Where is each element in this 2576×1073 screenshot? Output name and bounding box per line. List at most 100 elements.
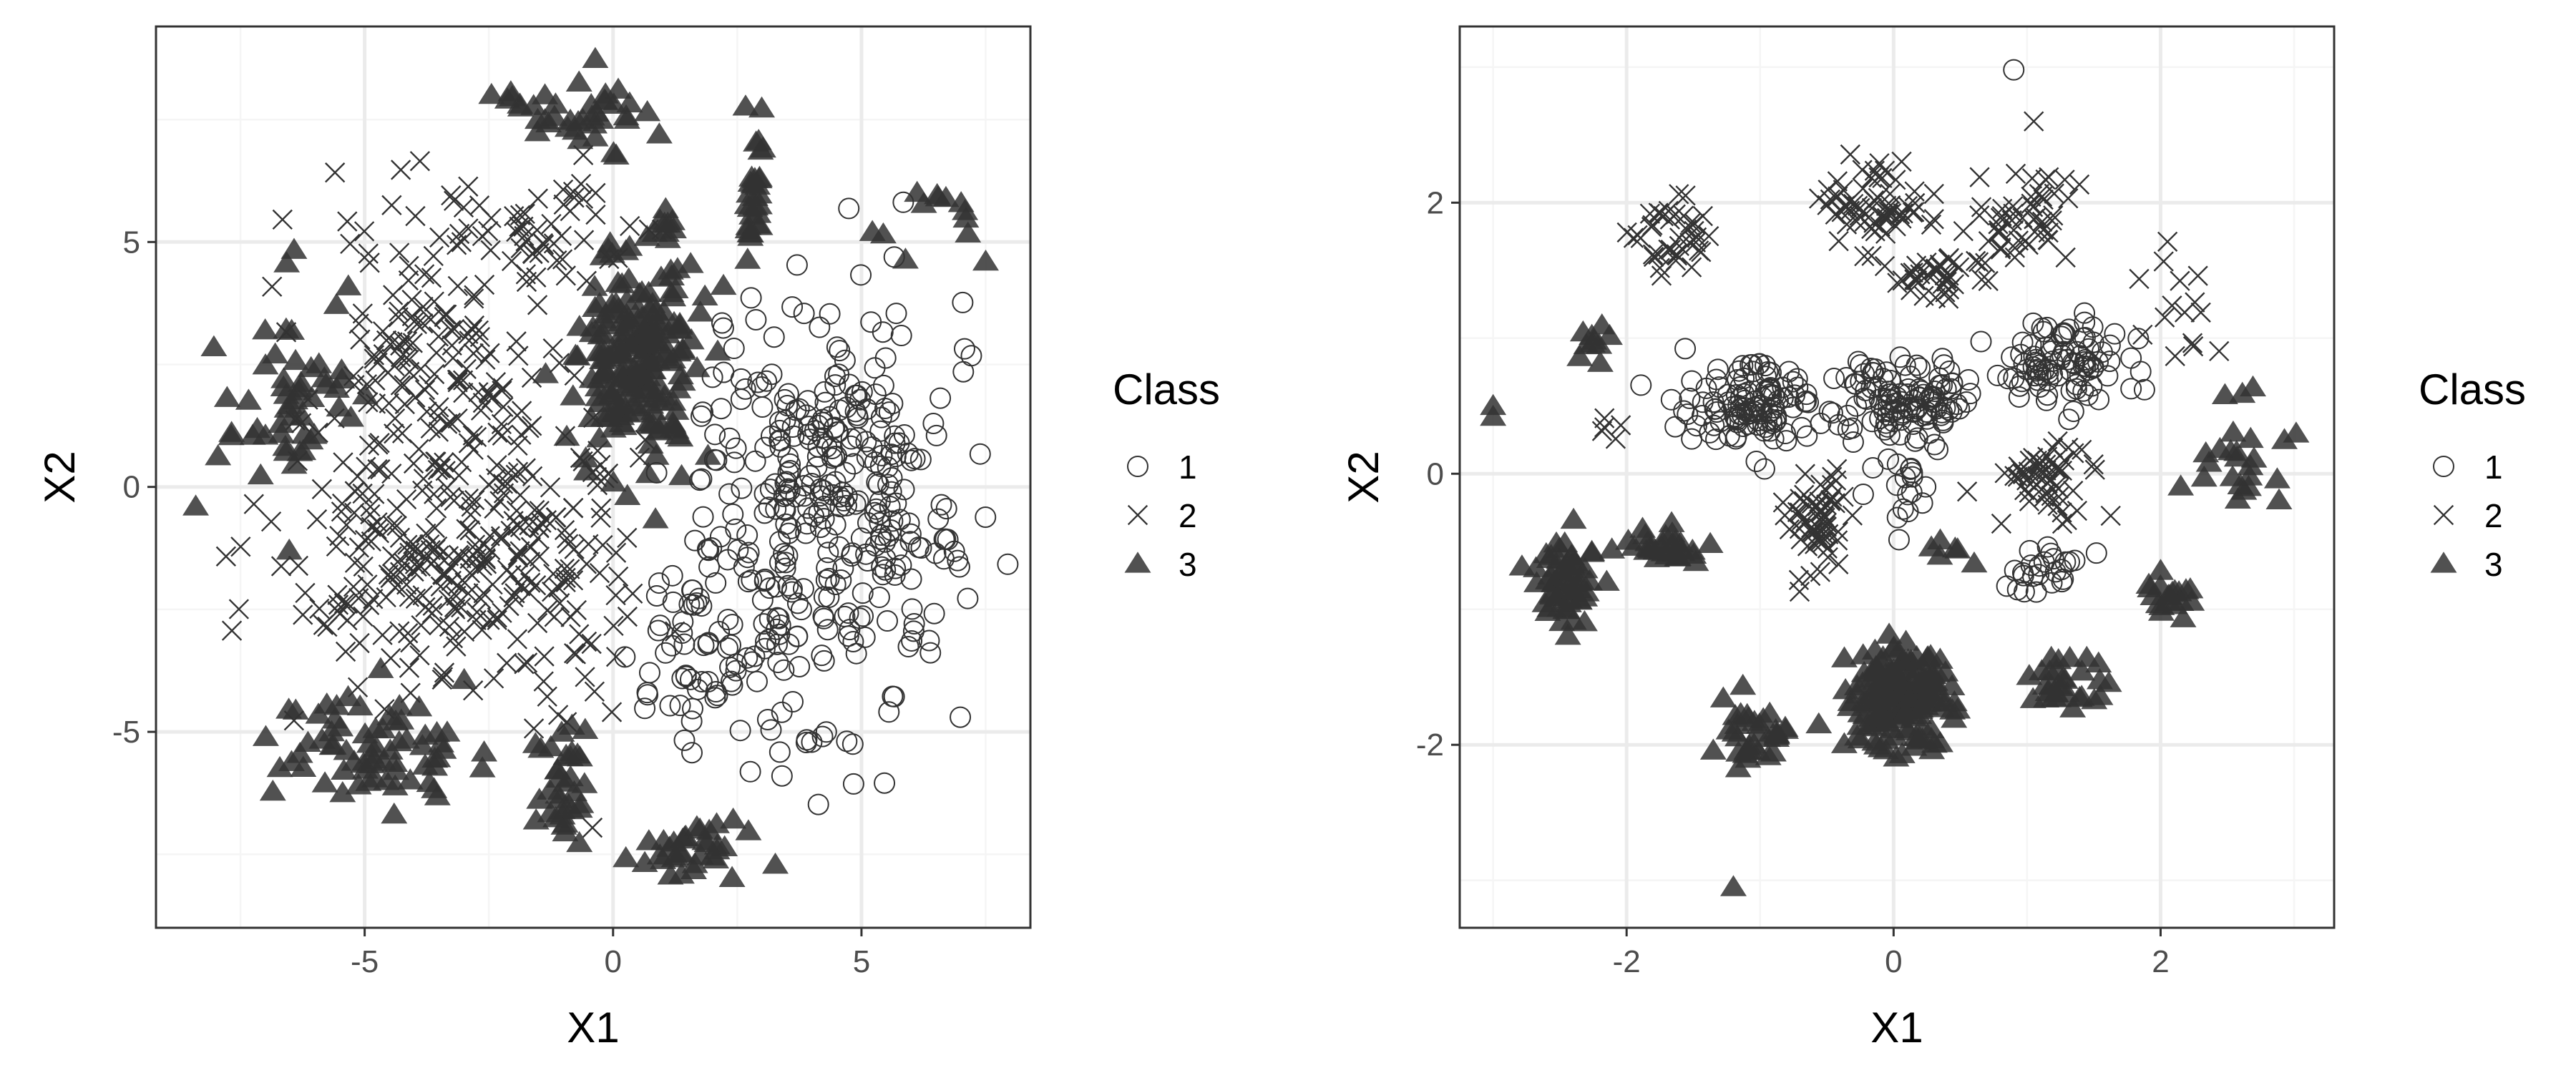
legend: Class 1 2 3 (1113, 366, 1220, 583)
data-point-class-3 (311, 771, 338, 793)
data-point-class-2 (490, 526, 512, 547)
data-point-class-3 (1480, 404, 1507, 426)
data-point-class-1 (806, 446, 829, 468)
data-point-class-3 (732, 94, 759, 116)
data-point-class-2 (1874, 255, 1896, 277)
data-point-class-2 (2043, 205, 2064, 226)
data-point-class-2 (531, 512, 552, 533)
data-point-class-2 (474, 274, 495, 295)
data-point-class-3 (567, 127, 594, 150)
data-point-class-1 (745, 308, 767, 330)
data-point-class-1 (1853, 363, 1875, 385)
data-point-class-2 (2048, 478, 2069, 499)
data-point-class-3 (660, 217, 687, 239)
data-point-class-3 (595, 237, 622, 259)
data-point-class-2 (529, 242, 550, 263)
data-point-class-3 (642, 507, 669, 529)
data-point-class-2 (390, 347, 411, 368)
data-point-class-1 (755, 631, 777, 653)
data-point-class-1 (1823, 367, 1845, 389)
data-point-class-2 (381, 195, 402, 215)
data-point-class-2 (414, 264, 435, 285)
data-point-class-1 (830, 569, 852, 591)
data-point-class-1 (2051, 571, 2073, 593)
data-point-class-3 (1729, 673, 1757, 695)
data-point-class-1 (2008, 386, 2030, 408)
data-point-class-1 (807, 793, 829, 815)
data-point-class-3 (1837, 690, 1864, 711)
data-point-class-1 (637, 684, 659, 706)
data-point-class-1 (2077, 352, 2099, 374)
data-point-class-3 (542, 92, 569, 114)
data-point-class-2 (478, 220, 499, 242)
data-point-class-1 (849, 607, 871, 629)
data-point-class-2 (480, 240, 501, 260)
data-point-class-3 (205, 444, 232, 466)
data-point-class-1 (815, 721, 837, 743)
data-point-class-2 (1605, 428, 1626, 449)
data-point-class-1 (1970, 330, 1992, 353)
data-point-class-3 (1756, 701, 1783, 723)
data-point-class-2 (1675, 185, 1696, 206)
data-point-class-2 (260, 511, 282, 532)
data-point-class-3 (2237, 426, 2264, 449)
data-point-class-3 (635, 829, 663, 851)
data-point-class-1 (795, 522, 817, 544)
data-point-class-2 (1921, 214, 1942, 235)
data-point-class-3 (1697, 531, 1724, 553)
data-point-class-2 (491, 529, 512, 549)
data-point-class-1 (2019, 539, 2041, 562)
legend-label: 3 (1179, 546, 1197, 583)
data-point-class-1 (2064, 549, 2086, 572)
data-point-class-3 (633, 225, 660, 246)
data-point-class-2 (1828, 230, 1849, 252)
data-point-class-2 (1667, 245, 1688, 266)
data-point-class-1 (1732, 355, 1754, 377)
data-point-class-3 (298, 386, 326, 407)
data-point-class-1 (775, 513, 797, 535)
data-point-class-3 (1664, 544, 1692, 566)
data-point-class-1 (680, 710, 703, 733)
data-point-class-1 (1726, 411, 1748, 433)
data-point-class-3 (1888, 742, 1916, 763)
data-point-class-1 (1894, 466, 1916, 489)
data-point-class-3 (582, 46, 609, 69)
data-point-class-1 (1837, 404, 1859, 426)
data-point-class-2 (1906, 270, 1928, 291)
data-point-class-2 (399, 349, 419, 371)
data-point-class-1 (834, 461, 857, 484)
legend-key-class-1 (1127, 456, 1148, 477)
data-point-class-1 (824, 573, 847, 595)
data-point-class-3 (1719, 875, 1747, 896)
data-point-class-3 (406, 695, 433, 717)
data-point-class-3 (616, 235, 643, 256)
data-point-class-1 (889, 509, 911, 531)
data-point-class-1 (789, 655, 811, 677)
data-point-class-3 (200, 335, 228, 357)
data-point-class-1 (779, 479, 801, 501)
data-point-class-3 (571, 772, 598, 793)
data-point-class-1 (880, 444, 902, 466)
data-point-class-1 (888, 432, 910, 454)
data-point-class-1 (777, 446, 799, 469)
data-point-class-2 (383, 564, 404, 585)
data-point-class-3 (660, 830, 688, 852)
data-point-class-2 (317, 616, 338, 637)
data-point-class-2 (441, 320, 462, 340)
data-point-class-2 (435, 304, 456, 325)
data-point-class-1 (736, 647, 758, 669)
data-point-class-1 (773, 659, 795, 681)
data-point-class-1 (2041, 572, 2063, 594)
data-point-class-3 (259, 779, 286, 801)
data-point-class-2 (463, 343, 484, 364)
data-point-class-2 (1815, 479, 1835, 500)
data-point-class-2 (348, 313, 369, 334)
data-point-class-1 (851, 381, 873, 403)
data-point-class-2 (1813, 506, 1835, 526)
data-point-class-1 (868, 587, 890, 609)
data-point-class-2 (441, 185, 462, 206)
data-point-class-3 (1709, 686, 1737, 707)
data-point-class-3 (582, 125, 609, 147)
data-point-class-1 (698, 539, 720, 562)
data-point-class-1 (1681, 428, 1703, 450)
